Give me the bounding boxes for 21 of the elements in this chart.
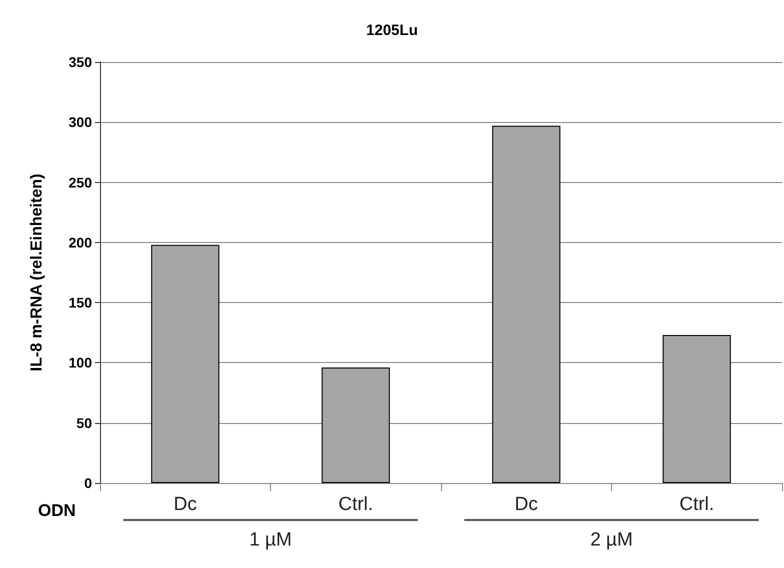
bar [322,368,390,483]
y-tick-label: 300 [68,114,92,130]
chart-title: 1205Lu [366,22,418,39]
y-tick-label: 50 [76,414,92,431]
y-tick-label: 350 [68,54,92,70]
y-axis-title: IL-8 m-RNA (rel.Einheiten) [28,174,46,372]
bar [492,126,560,483]
x-tick-label: Ctrl. [679,494,714,515]
text: 1 µM [249,530,292,550]
text: 2 µM [590,530,633,550]
x-tick-label: Ctrl. [338,494,374,515]
y-tick-label: 150 [68,294,92,311]
x-tick-label: Dc [174,494,197,515]
y-tick-label: 250 [68,174,92,190]
x-tick-label: Dc [514,494,538,515]
bar [662,335,731,483]
y-tick-label: 0 [84,475,92,491]
bar [151,244,220,483]
x-axis-title: ODN [38,501,76,520]
y-tick-label: 100 [68,354,92,371]
y-tick-label: 200 [68,234,92,250]
